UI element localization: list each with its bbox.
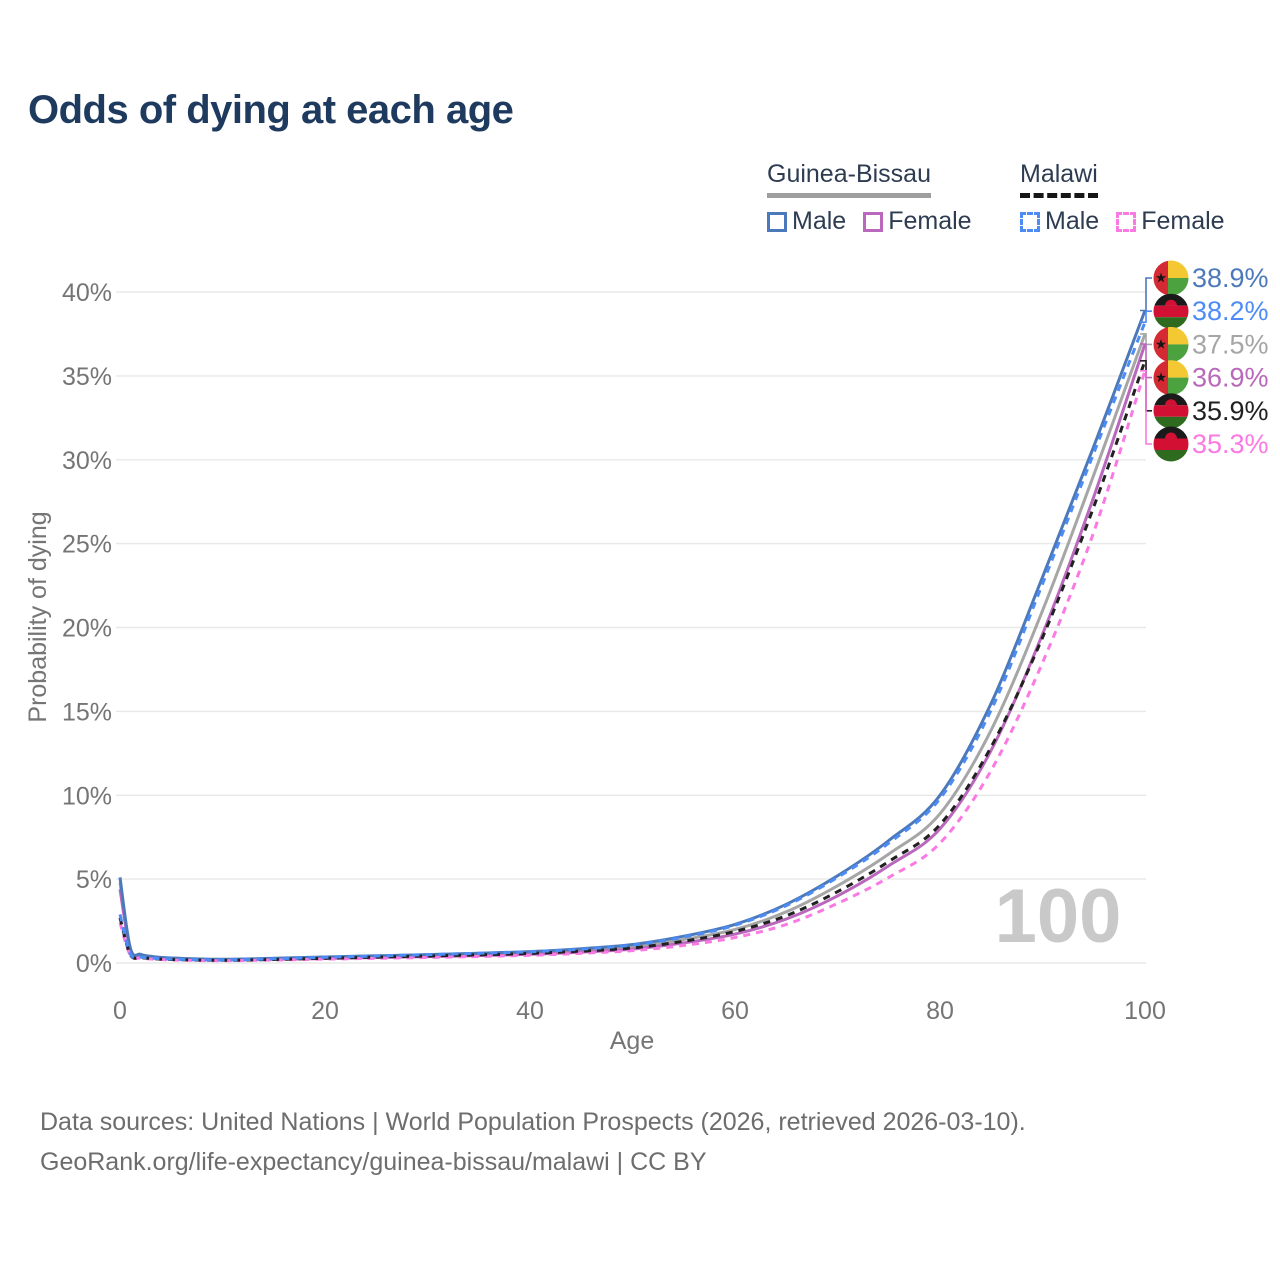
y-tick-label: 15% bbox=[62, 698, 112, 726]
end-value-label-gb-female: 36.9% bbox=[1192, 363, 1269, 393]
end-value-label-mw-total: 35.9% bbox=[1192, 396, 1269, 426]
end-value-label-gb-male: 38.9% bbox=[1192, 263, 1269, 293]
x-tick-label: 80 bbox=[926, 997, 954, 1025]
legend-item-mw-female[interactable]: Female bbox=[1116, 207, 1225, 236]
x-axis-title: Age bbox=[610, 1027, 654, 1055]
x-tick-label: 40 bbox=[516, 997, 544, 1025]
series-line-gb-total[interactable] bbox=[118, 333, 1147, 962]
legend-swatch-mw-male-icon bbox=[1020, 211, 1040, 232]
legend-group-guinea-bissau: Guinea-Bissau Male Female bbox=[767, 160, 972, 236]
leader-line-gb-total bbox=[1140, 333, 1152, 346]
flag-malawi-icon bbox=[1153, 293, 1189, 329]
y-tick-label: 20% bbox=[62, 615, 112, 643]
footer: Data sources: United Nations | World Pop… bbox=[40, 1102, 1026, 1182]
footer-data-sources: Data sources: United Nations | World Pop… bbox=[40, 1108, 1026, 1136]
legend-item-mw-male[interactable]: Male bbox=[1020, 207, 1099, 236]
x-tick-label: 100 bbox=[1124, 997, 1166, 1025]
legend-label-mw-female: Female bbox=[1141, 207, 1225, 235]
legend-item-gb-male[interactable]: Male bbox=[767, 207, 846, 236]
watermark-age-100: 100 bbox=[995, 874, 1122, 959]
x-tick-label: 60 bbox=[721, 997, 749, 1025]
legend-item-gb-female[interactable]: Female bbox=[863, 207, 972, 236]
series-line-gb-male[interactable] bbox=[118, 309, 1147, 961]
legend-label-gb-male: Male bbox=[792, 207, 847, 235]
flag-guinea-bissau-icon bbox=[1153, 360, 1189, 396]
line-chart: 0% 5% 10% 15% 20% 25% 30% 35% 40% 0 20 40 60 80 100 Age… bbox=[24, 260, 1269, 1055]
y-tick-label: 35% bbox=[62, 363, 112, 391]
y-tick-label: 5% bbox=[76, 866, 112, 894]
y-tick-label: 30% bbox=[62, 447, 112, 475]
y-tick-label: 10% bbox=[62, 782, 112, 810]
legend-swatch-mw-female-icon bbox=[1116, 211, 1137, 232]
leader-line-gb-male bbox=[1140, 277, 1152, 312]
flag-malawi-icon bbox=[1153, 393, 1189, 429]
legend-swatch-gb-male-icon bbox=[767, 211, 787, 232]
legend-group-title-guinea-bissau: Guinea-Bissau bbox=[767, 160, 931, 198]
y-tick-label: 40% bbox=[62, 279, 112, 307]
flag-guinea-bissau-icon bbox=[1153, 260, 1189, 296]
x-tick-label: 0 bbox=[113, 997, 127, 1025]
y-tick-label: 0% bbox=[76, 950, 112, 978]
footer-attribution: GeoRank.org/life-expectancy/guinea-bissa… bbox=[40, 1148, 707, 1176]
y-axis-title: Probability of dying bbox=[24, 511, 52, 722]
leader-line-mw-female bbox=[1140, 370, 1152, 445]
legend-swatch-gb-female-icon bbox=[863, 211, 884, 232]
legend-group-title-malawi: Malawi bbox=[1020, 160, 1098, 198]
end-value-label-gb-total: 37.5% bbox=[1192, 329, 1269, 359]
flag-malawi-icon bbox=[1153, 426, 1189, 462]
legend-label-mw-male: Male bbox=[1045, 207, 1100, 235]
flag-guinea-bissau-icon bbox=[1153, 326, 1189, 362]
series-line-gb-female[interactable] bbox=[118, 343, 1147, 962]
end-value-label-mw-female: 35.3% bbox=[1192, 429, 1269, 459]
y-tick-label: 25% bbox=[62, 531, 112, 559]
legend-group-malawi: Malawi Male Female bbox=[1020, 160, 1225, 236]
x-tick-label: 20 bbox=[311, 997, 339, 1025]
series-line-mw-female[interactable] bbox=[118, 370, 1147, 963]
series-line-mw-total[interactable] bbox=[118, 360, 1147, 962]
chart-title: Odds of dying at each age bbox=[28, 88, 514, 132]
series-line-mw-male[interactable] bbox=[118, 321, 1147, 962]
legend-label-gb-female: Female bbox=[888, 207, 972, 235]
end-value-label-mw-male: 38.2% bbox=[1192, 296, 1269, 326]
leader-line-mw-male bbox=[1140, 310, 1152, 323]
